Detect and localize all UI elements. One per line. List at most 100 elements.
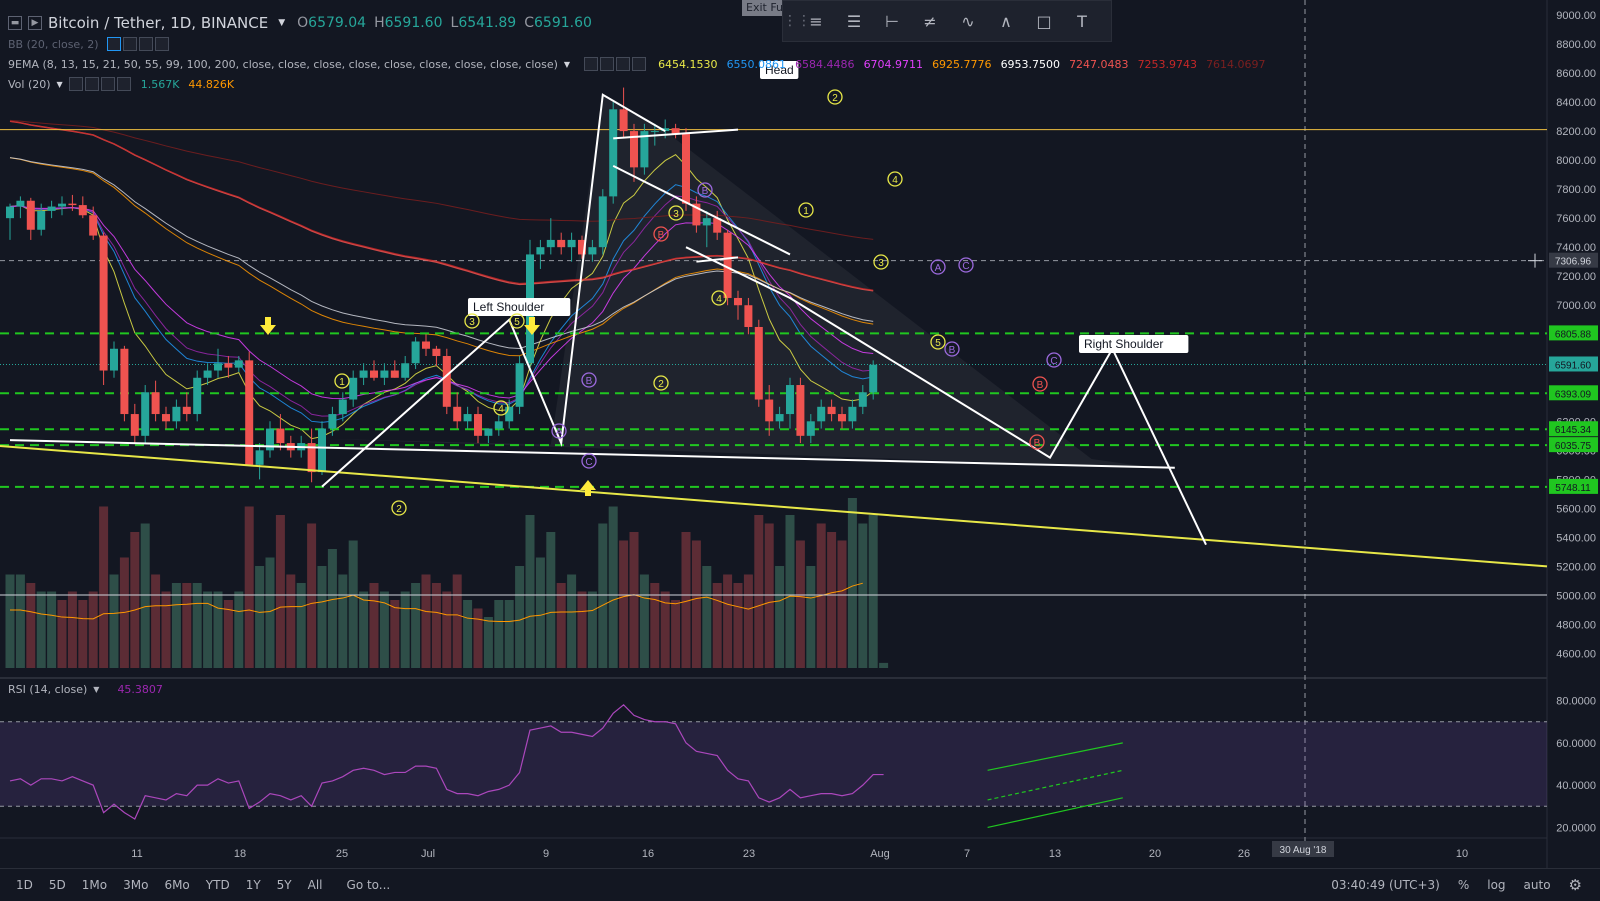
rsi-label[interactable]: RSI (14, close) [8, 683, 88, 696]
candle-body [567, 239, 576, 248]
timeframe-5y[interactable]: 5Y [276, 878, 292, 892]
fib-retracement-icon[interactable]: ≠ [923, 11, 937, 31]
candle-body [276, 428, 285, 444]
candle-body [765, 399, 774, 422]
volume-bar [743, 574, 753, 668]
price-label-box [1549, 478, 1598, 494]
candle-body [723, 232, 732, 298]
text-tool-icon[interactable]: T [1077, 11, 1087, 31]
volume-bar [317, 566, 327, 668]
time-tick: Jul [421, 848, 435, 860]
wave-label-circle [668, 205, 684, 221]
candle-body [702, 218, 711, 226]
pitchfork-icon[interactable]: ⊢ [885, 11, 899, 31]
candle-body [463, 414, 472, 422]
volume-bar [223, 600, 233, 668]
candle-body [630, 131, 638, 168]
wave-label: B [1034, 438, 1041, 449]
candle-body [734, 297, 742, 306]
auto-toggle[interactable]: auto [1523, 878, 1551, 892]
timeframe-1mo[interactable]: 1Mo [81, 878, 108, 892]
wave-label-circle [551, 423, 567, 439]
candles [6, 87, 878, 483]
candle-body [474, 414, 482, 436]
price-tick: 8600.00 [1556, 68, 1596, 80]
wave-label-circle [958, 257, 974, 273]
horizontal-lines-icon[interactable]: ≡ [809, 11, 823, 31]
volume-bar [327, 549, 337, 668]
rsi-tick: 40.0000 [1556, 780, 1596, 792]
volume-bar [348, 540, 358, 668]
time-tick: 26 [1238, 848, 1250, 860]
timeframe-1d[interactable]: 1D [16, 878, 33, 892]
candle-body [536, 247, 545, 255]
candle-body [224, 363, 233, 368]
candle-body [338, 399, 347, 415]
candle-body [432, 348, 441, 357]
candle-body [838, 414, 846, 422]
volume-bar [234, 591, 244, 668]
timeframe-all[interactable]: All [307, 878, 323, 892]
goto-button[interactable]: Go to... [346, 878, 391, 892]
wave-label-circle [887, 171, 903, 187]
gear-icon[interactable]: ⚙ [1568, 876, 1582, 894]
volume-bar [255, 566, 265, 668]
candle-body [546, 239, 555, 248]
wave-label: C [962, 261, 969, 272]
arrow-down-icon [524, 325, 540, 335]
volume-bar [754, 515, 764, 668]
abcd-pattern-icon[interactable]: ∧ [1000, 11, 1012, 31]
wave-label: 4 [498, 404, 504, 415]
wave-label: 2 [832, 93, 838, 104]
wave-label: B [658, 230, 665, 241]
volume-bar [307, 523, 317, 668]
drag-handle-icon[interactable]: ⋮⋮ [783, 13, 811, 29]
volume-bar [577, 591, 587, 668]
wave-label: 3 [469, 317, 475, 328]
wave-label-circle [930, 334, 946, 350]
volume-bar [619, 540, 629, 668]
price-tick: 4600.00 [1556, 648, 1596, 660]
time-tick: 13 [1049, 848, 1061, 860]
bottom-right: 03:40:49 (UTC+3) % log auto ⚙ [1331, 869, 1600, 901]
candle-body [650, 131, 659, 133]
price-tick: 7600.00 [1556, 213, 1596, 225]
chevron-down-icon[interactable]: ▼ [93, 685, 100, 694]
volume-bar [639, 574, 649, 668]
wave-label: C [1050, 356, 1057, 367]
arrow-up-icon [580, 480, 596, 490]
volume-bar [681, 532, 691, 668]
wave-label: B [949, 345, 956, 356]
clock[interactable]: 03:40:49 (UTC+3) [1331, 878, 1440, 892]
volume-bar [130, 532, 140, 668]
percent-toggle[interactable]: % [1457, 878, 1470, 892]
channel-icon[interactable]: ☰ [846, 11, 862, 31]
volume-bar [390, 600, 400, 668]
time-tick: 11 [131, 848, 142, 860]
exit-fullscreen-button[interactable]: Exit Full [742, 0, 794, 16]
price-label: 6591.60 [1555, 360, 1592, 371]
volume-bar [785, 515, 795, 668]
wave-label: 4 [716, 294, 722, 305]
price-label: 6805.88 [1555, 329, 1592, 340]
timeframe-ytd[interactable]: YTD [205, 878, 230, 892]
volume-bar [151, 574, 161, 668]
timeframe-6mo[interactable]: 6Mo [164, 878, 190, 892]
timeframe-3mo[interactable]: 3Mo [123, 878, 149, 892]
candle-body [754, 326, 763, 400]
timeframe-5d[interactable]: 5D [48, 878, 66, 892]
rectangle-icon[interactable]: □ [1036, 11, 1052, 31]
candle-body [390, 370, 399, 378]
price-tick: 5200.00 [1556, 561, 1596, 573]
log-toggle[interactable]: log [1487, 878, 1506, 892]
volume-bar [733, 583, 743, 668]
timeframe-1y[interactable]: 1Y [245, 878, 261, 892]
volume-bar [452, 574, 462, 668]
wave-label-circle [944, 341, 960, 357]
pattern-zigzag [321, 93, 666, 488]
candle-body [869, 364, 878, 393]
elliott-wave-icon[interactable]: ∿ [961, 11, 975, 31]
price-label: 6035.75 [1555, 441, 1592, 452]
volume-bar [764, 523, 774, 668]
